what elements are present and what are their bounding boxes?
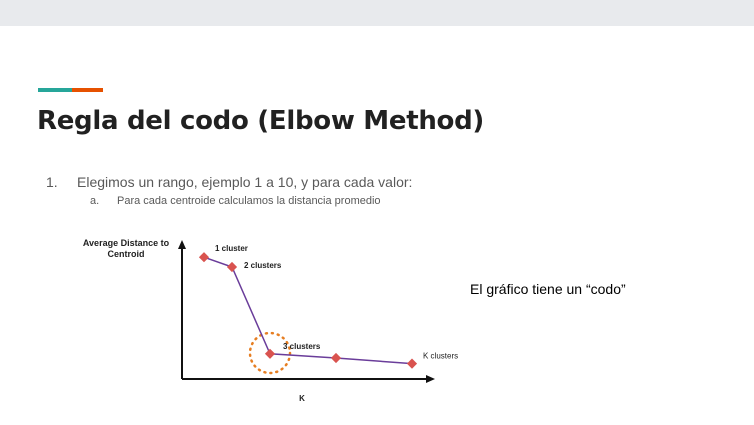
data-point-4 bbox=[330, 352, 342, 364]
accent-bar-orange bbox=[72, 88, 103, 92]
accent-bar-teal bbox=[38, 88, 72, 92]
data-point-1 bbox=[198, 252, 210, 263]
y-axis-label-line-1: Average Distance to bbox=[83, 238, 170, 248]
list-item-a: Para cada centroide calculamos la distan… bbox=[117, 195, 381, 207]
list-marker-1: 1. bbox=[46, 174, 58, 190]
y-axis-arrow bbox=[178, 240, 186, 249]
x-axis-arrow bbox=[426, 375, 435, 383]
y-axis-label-line-2: Centroid bbox=[108, 249, 145, 259]
data-label-3: 3 clusters bbox=[283, 342, 321, 351]
elbow-note: El gráfico tiene un “codo” bbox=[470, 281, 626, 297]
data-point-2 bbox=[226, 261, 238, 273]
data-label-1: 1 cluster bbox=[215, 244, 248, 253]
data-point-3 bbox=[264, 348, 276, 359]
data-label-5: K clusters bbox=[423, 352, 458, 361]
list-marker-a: a. bbox=[90, 195, 100, 207]
elbow-highlight-circle bbox=[248, 331, 292, 375]
list-item-1: Elegimos un rango, ejemplo 1 a 10, y par… bbox=[77, 174, 413, 190]
data-point-5 bbox=[406, 358, 418, 369]
top-bar bbox=[0, 0, 754, 26]
x-axis-label: K bbox=[299, 394, 305, 403]
series-layer: 1 cluster 2 clusters 3 clusters K clusters bbox=[198, 244, 458, 369]
slide-title: Regla del codo (Elbow Method) bbox=[37, 106, 484, 136]
data-label-2: 2 clusters bbox=[244, 261, 282, 270]
